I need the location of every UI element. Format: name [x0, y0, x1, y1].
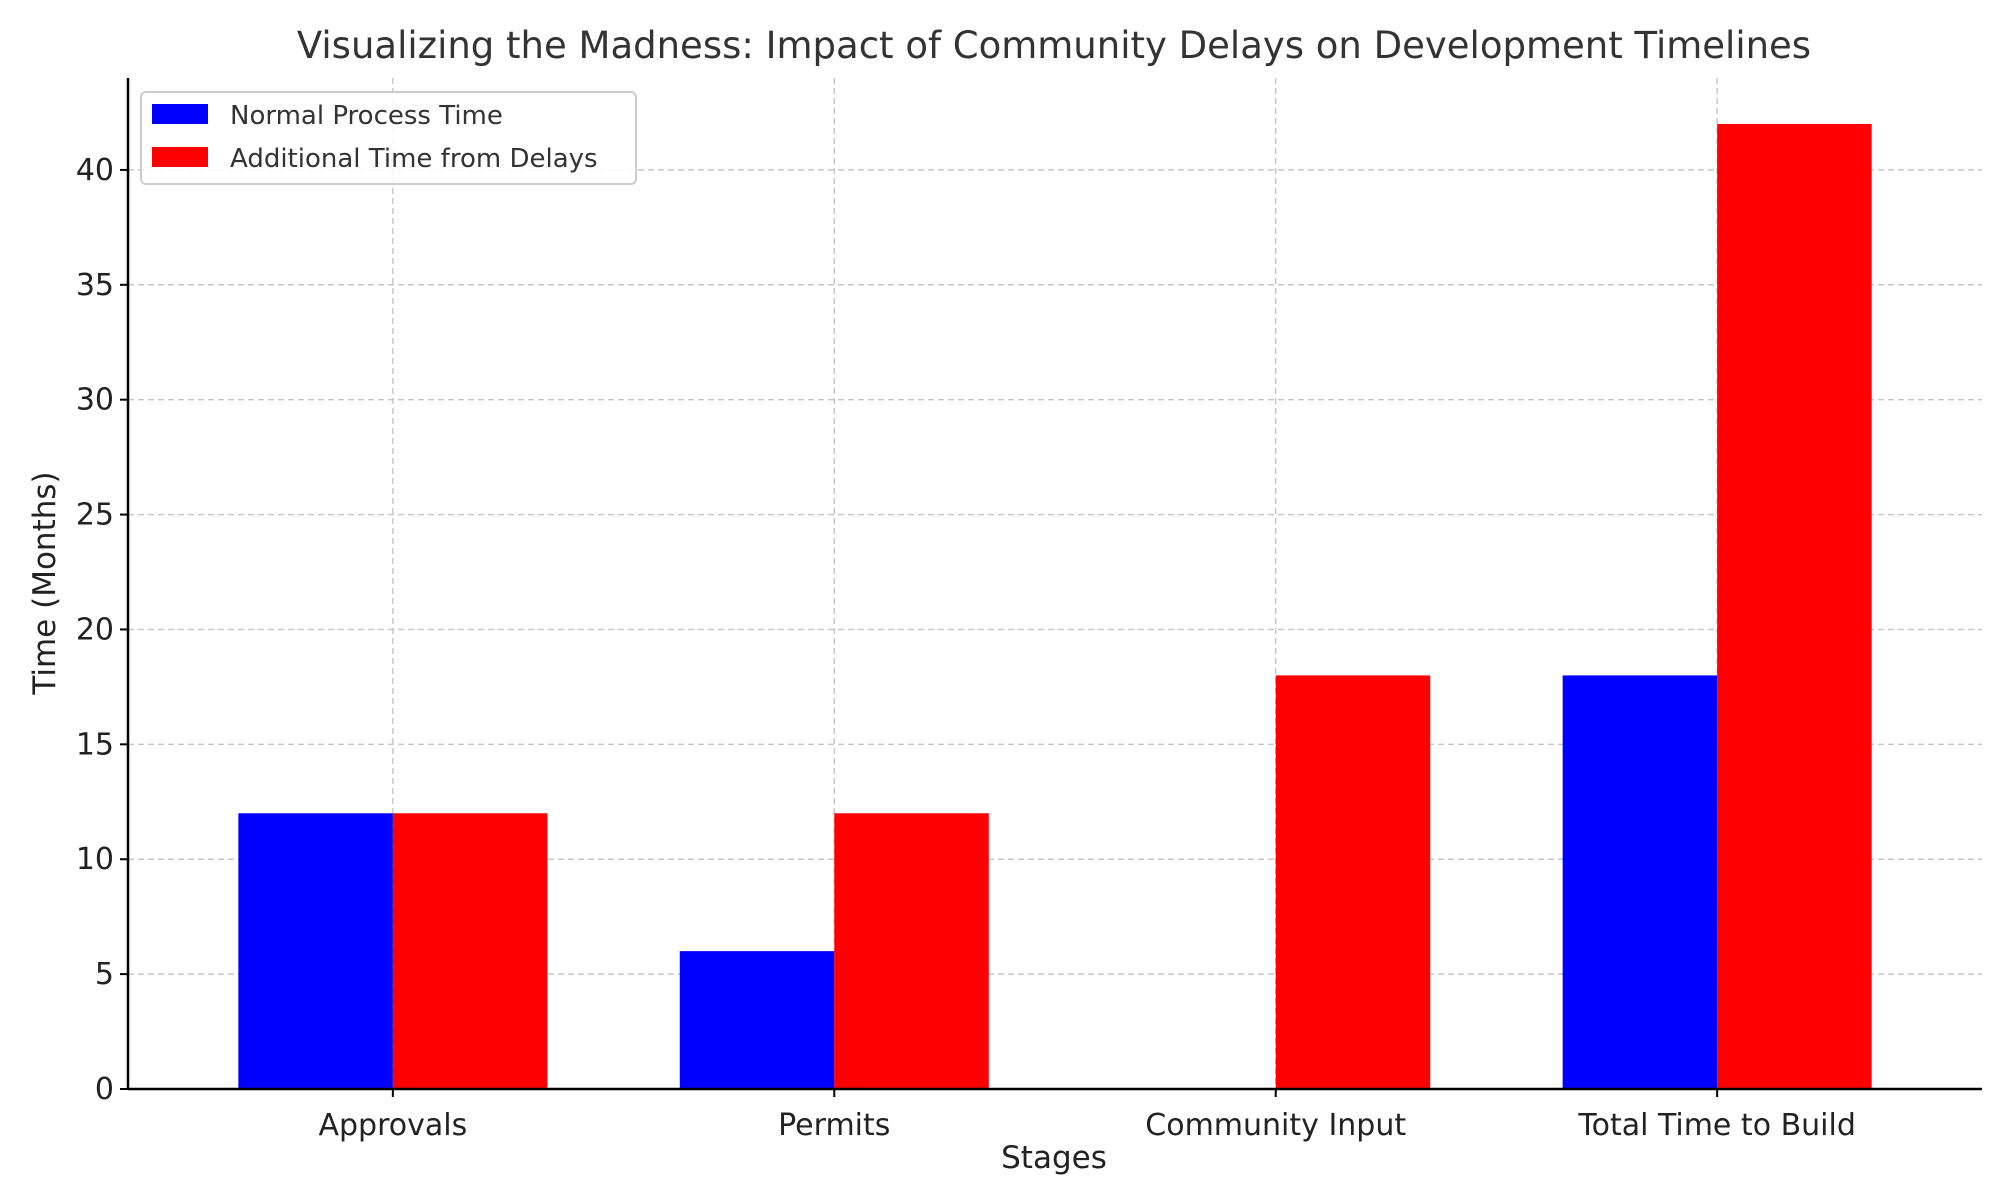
x-tick-label: Permits — [778, 1108, 890, 1143]
y-axis-label: Time (Months) — [27, 471, 63, 695]
y-tick-label: 0 — [95, 1072, 114, 1107]
legend: Normal Process Time Additional Time from… — [140, 91, 637, 185]
y-tick-label: 5 — [95, 957, 114, 992]
x-tick-label: Total Time to Build — [1577, 1108, 1856, 1143]
bar-layer — [238, 123, 1872, 1090]
legend-frame — [140, 91, 637, 185]
y-tick-label: 15 — [76, 727, 114, 762]
bar-normal-0 — [238, 813, 393, 1089]
bar-delays-3 — [1717, 123, 1872, 1090]
chart-title: Visualizing the Madness: Impact of Commu… — [297, 24, 1811, 67]
legend-label-delays: Additional Time from Delays — [230, 144, 598, 174]
y-tick-label: 35 — [76, 268, 114, 303]
y-tick-label: 40 — [76, 153, 114, 188]
x-tick-label: Approvals — [318, 1108, 467, 1143]
y-tick-label: 10 — [76, 842, 114, 877]
x-axis-label: Stages — [1001, 1140, 1107, 1176]
bar-delays-1 — [834, 813, 989, 1089]
bar-normal-3 — [1562, 675, 1718, 1089]
y-tick-label: 20 — [76, 612, 114, 647]
legend-swatch-delays — [152, 147, 208, 167]
bar-delays-0 — [392, 813, 548, 1089]
legend-label-normal: Normal Process Time — [230, 101, 503, 131]
x-tick-label: Community Input — [1145, 1108, 1406, 1143]
y-tick-label: 30 — [76, 383, 114, 418]
bar-normal-1 — [679, 951, 835, 1089]
legend-swatch-normal — [152, 104, 208, 124]
axis-layer: 0 5 10 15 20 25 30 35 40 Approvals Permits Communit… — [76, 78, 1982, 1143]
bar-delays-2 — [1275, 675, 1431, 1089]
y-tick-label: 25 — [76, 498, 114, 533]
